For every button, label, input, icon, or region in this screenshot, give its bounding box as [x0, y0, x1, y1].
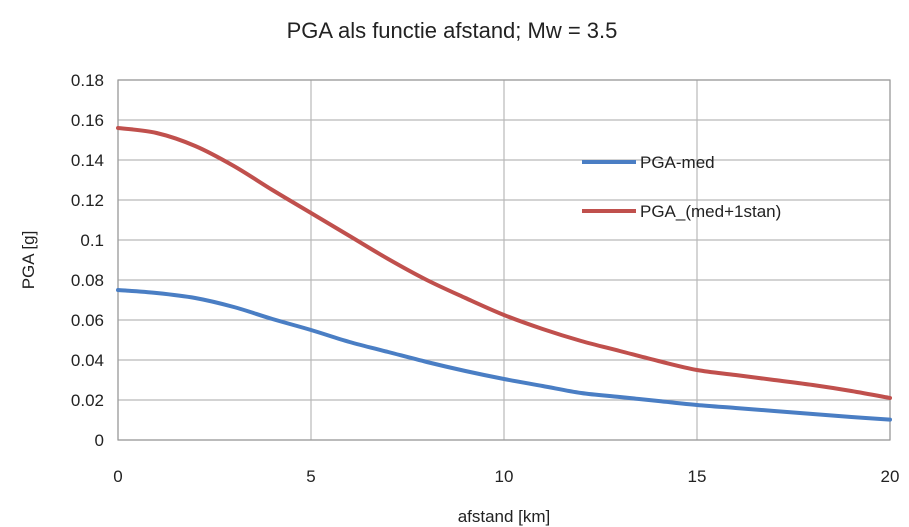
legend-entry: PGA_(med+1stan): [640, 202, 781, 221]
x-tick-label: 10: [495, 467, 514, 486]
y-axis-label: PGA [g]: [19, 231, 38, 290]
y-tick-label: 0.08: [71, 271, 104, 290]
x-axis-label: afstand [km]: [458, 507, 551, 526]
x-tick-label: 15: [688, 467, 707, 486]
x-tick-label: 0: [113, 467, 122, 486]
grid: [118, 80, 890, 440]
y-tick-label: 0.1: [80, 231, 104, 250]
x-tick-label: 20: [881, 467, 900, 486]
y-tick-label: 0: [95, 431, 104, 450]
legend-entry: PGA-med: [640, 153, 715, 172]
y-axis-ticks: 0 0.02 0.04 0.06 0.08 0.1 0.12 0.14 0.16 0.18: [71, 71, 104, 450]
y-tick-label: 0.02: [71, 391, 104, 410]
x-axis-ticks: 0 5 10 15 20: [113, 467, 899, 486]
y-tick-label: 0.14: [71, 151, 104, 170]
y-tick-label: 0.16: [71, 111, 104, 130]
y-tick-label: 0.18: [71, 71, 104, 90]
y-tick-label: 0.12: [71, 191, 104, 210]
chart-title: PGA als functie afstand; Mw = 3.5: [287, 18, 618, 43]
y-tick-label: 0.06: [71, 311, 104, 330]
x-tick-label: 5: [306, 467, 315, 486]
legend: PGA-med PGA_(med+1stan): [582, 153, 781, 221]
y-tick-label: 0.04: [71, 351, 104, 370]
